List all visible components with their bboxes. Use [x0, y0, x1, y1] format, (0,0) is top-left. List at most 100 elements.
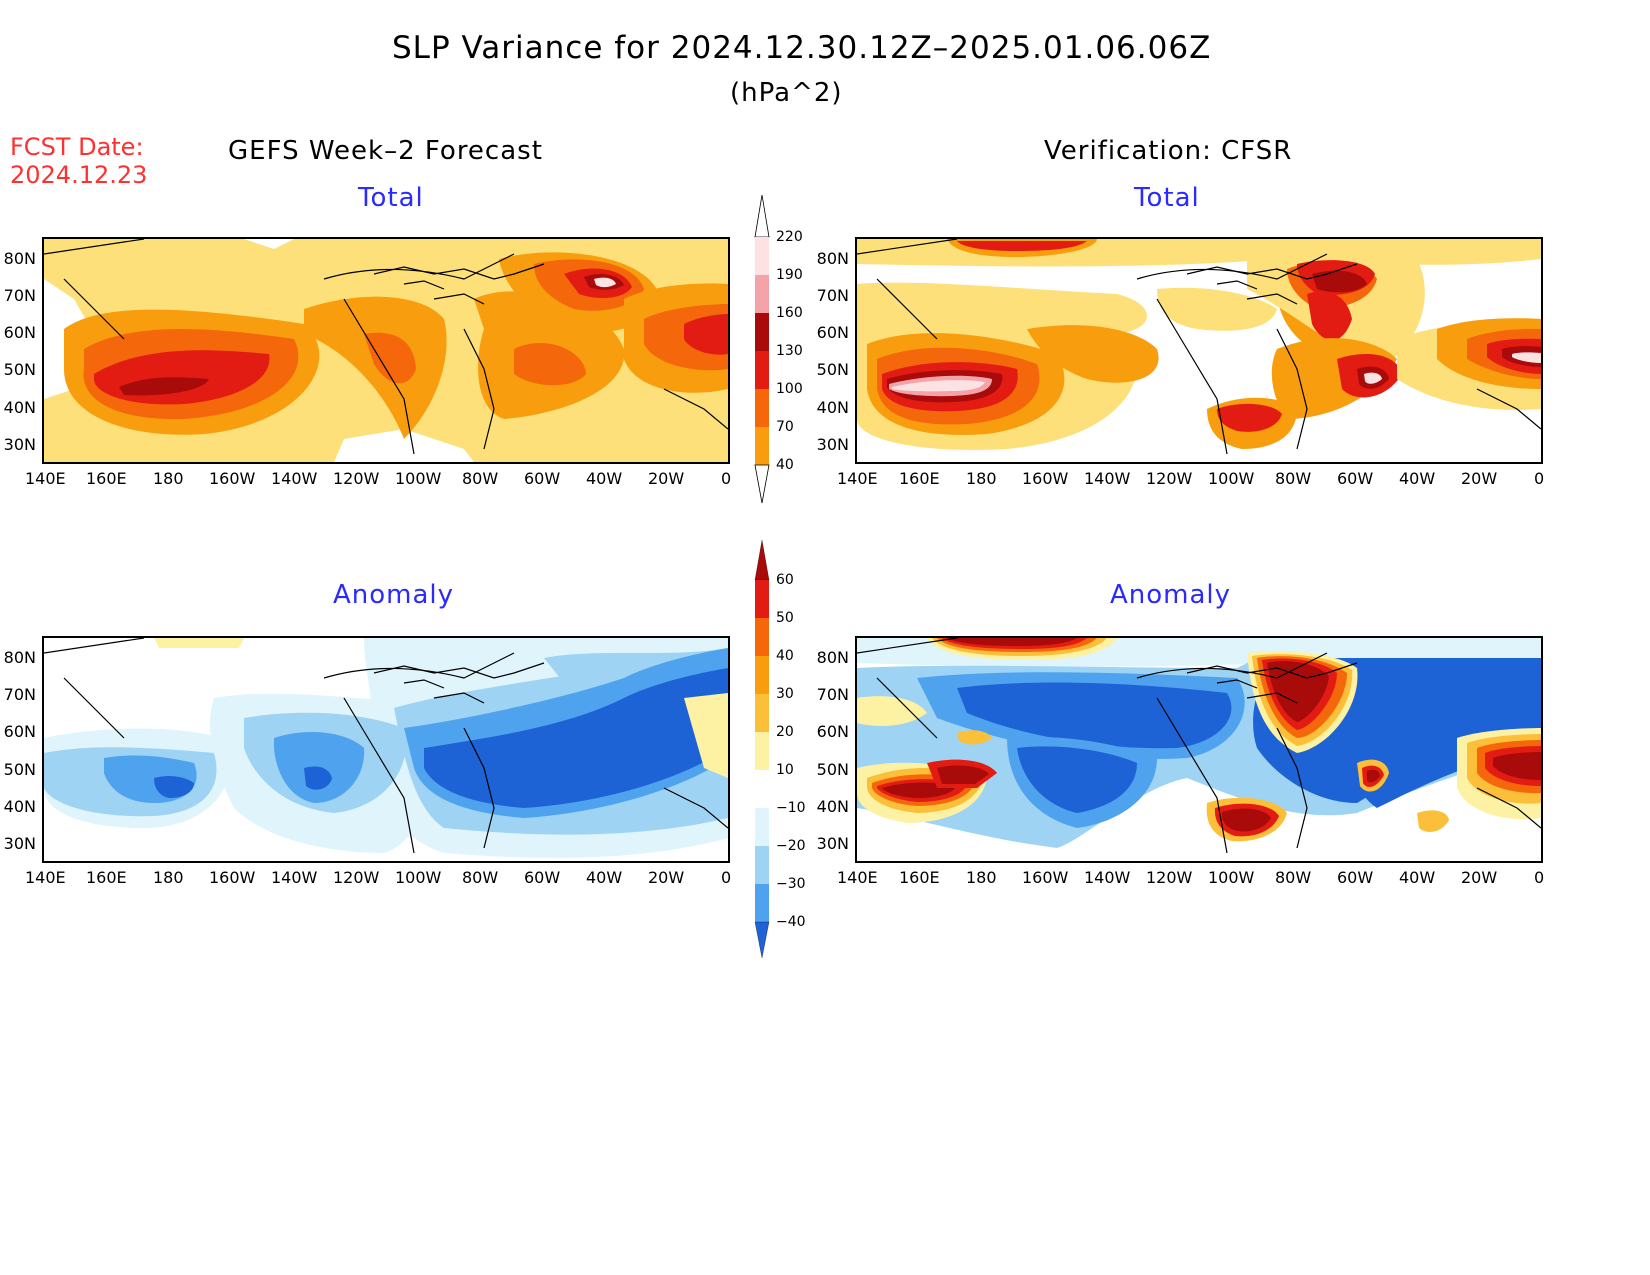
ytick-label: 40N — [3, 797, 36, 816]
colorbar-anomaly-swatch — [755, 618, 769, 656]
xtick-label: 120W — [333, 868, 380, 887]
xtick-label: 60W — [1337, 469, 1374, 488]
xtick-label: 180 — [966, 469, 997, 488]
map-verification-anomaly — [855, 636, 1543, 863]
colorbar-total-label: 190 — [776, 267, 803, 283]
colorbar-anomaly-swatch — [755, 580, 769, 618]
colorbar-anomaly-label: −10 — [776, 800, 806, 816]
panel-label-forecast-anomaly: Anomaly — [333, 580, 455, 610]
colorbar-anomaly-label: −30 — [776, 876, 806, 892]
panel-label-verification-total: Total — [1134, 183, 1200, 213]
xtick-label: 80W — [1275, 868, 1312, 887]
ytick-label: 70N — [3, 685, 36, 704]
ytick-label: 30N — [3, 834, 36, 853]
xtick-label: 120W — [1146, 868, 1193, 887]
xtick-label: 140W — [1084, 469, 1131, 488]
xtick-label: 40W — [1399, 469, 1436, 488]
xtick-label: 80W — [1275, 469, 1312, 488]
xtick-label: 160E — [86, 469, 127, 488]
ytick-label: 80N — [816, 249, 849, 268]
xtick-label: 160W — [1022, 868, 1069, 887]
xtick-label: 40W — [1399, 868, 1436, 887]
fcst-date-label: FCST Date: — [10, 133, 144, 161]
ytick-label: 50N — [816, 360, 849, 379]
xtick-label: 0 — [721, 469, 732, 488]
colorbar-anomaly-bottom-arrow — [754, 921, 770, 959]
panel-label-verification-anomaly: Anomaly — [1110, 580, 1232, 610]
verification-column-header: Verification: CFSR — [1044, 136, 1293, 166]
colorbar-total-label: 130 — [776, 343, 803, 359]
ytick-label: 50N — [3, 760, 36, 779]
xtick-label: 180 — [153, 868, 184, 887]
xtick-label: 100W — [1208, 868, 1255, 887]
colorbar-anomaly-swatch — [755, 884, 769, 922]
xtick-label: 160W — [209, 868, 256, 887]
colorbar-anomaly-label: 60 — [776, 572, 794, 588]
ytick-label: 70N — [3, 286, 36, 305]
xtick-label: 20W — [648, 469, 685, 488]
xtick-label: 0 — [721, 868, 732, 887]
xtick-label: 160W — [209, 469, 256, 488]
colorbar-anomaly-label: 30 — [776, 686, 794, 702]
ytick-label: 30N — [816, 834, 849, 853]
map-verification-total — [855, 237, 1543, 464]
fcst-date-value: 2024.12.23 — [10, 161, 148, 189]
colorbar-anomaly-top-arrow — [754, 539, 770, 581]
ytick-label: 50N — [816, 760, 849, 779]
xtick-label: 40W — [586, 868, 623, 887]
colorbar-anomaly-swatch — [755, 770, 769, 808]
xtick-label: 180 — [966, 868, 997, 887]
xtick-label: 40W — [586, 469, 623, 488]
ytick-label: 60N — [3, 722, 36, 741]
colorbar-total-top-arrow — [754, 194, 770, 238]
colorbar-total-label: 100 — [776, 381, 803, 397]
xtick-label: 0 — [1534, 469, 1545, 488]
ytick-label: 70N — [816, 685, 849, 704]
xtick-label: 180 — [153, 469, 184, 488]
colorbar-anomaly-swatch — [755, 808, 769, 846]
colorbar-anomaly-label: 20 — [776, 724, 794, 740]
xtick-label: 20W — [1461, 868, 1498, 887]
figure-title: SLP Variance for 2024.12.30.12Z–2025.01.… — [392, 30, 1212, 66]
colorbar-total — [752, 194, 772, 509]
xtick-label: 20W — [1461, 469, 1498, 488]
colorbar-total-label: 70 — [776, 419, 794, 435]
ytick-label: 40N — [3, 398, 36, 417]
ytick-label: 80N — [3, 249, 36, 268]
colorbar-anomaly-swatch — [755, 732, 769, 770]
xtick-label: 60W — [524, 469, 561, 488]
xtick-label: 120W — [333, 469, 380, 488]
xtick-label: 140E — [25, 469, 66, 488]
ytick-label: 80N — [816, 648, 849, 667]
xtick-label: 80W — [462, 868, 499, 887]
map-forecast-total — [42, 237, 730, 464]
xtick-label: 140E — [25, 868, 66, 887]
figure-units: (hPa^2) — [730, 78, 843, 108]
colorbar-total-label: 160 — [776, 305, 803, 321]
forecast-column-header: GEFS Week–2 Forecast — [228, 136, 543, 166]
ytick-label: 80N — [3, 648, 36, 667]
ytick-label: 60N — [816, 323, 849, 342]
xtick-label: 0 — [1534, 868, 1545, 887]
ytick-label: 50N — [3, 360, 36, 379]
colorbar-anomaly-label: 10 — [776, 762, 794, 778]
colorbar-anomaly-label: −40 — [776, 914, 806, 930]
colorbar-anomaly — [752, 539, 772, 964]
xtick-label: 140W — [1084, 868, 1131, 887]
ytick-label: 60N — [816, 722, 849, 741]
xtick-label: 60W — [1337, 868, 1374, 887]
xtick-label: 100W — [395, 868, 442, 887]
xtick-label: 100W — [395, 469, 442, 488]
ytick-label: 40N — [816, 797, 849, 816]
colorbar-total-label: 40 — [776, 457, 794, 473]
ytick-label: 30N — [816, 435, 849, 454]
ytick-label: 70N — [816, 286, 849, 305]
colorbar-anomaly-swatch — [755, 656, 769, 694]
xtick-label: 160E — [899, 868, 940, 887]
colorbar-total-swatch — [755, 237, 769, 275]
xtick-label: 120W — [1146, 469, 1193, 488]
panel-label-forecast-total: Total — [358, 183, 424, 213]
colorbar-total-label: 220 — [776, 229, 803, 245]
colorbar-total-swatch — [755, 275, 769, 313]
xtick-label: 140W — [271, 868, 318, 887]
